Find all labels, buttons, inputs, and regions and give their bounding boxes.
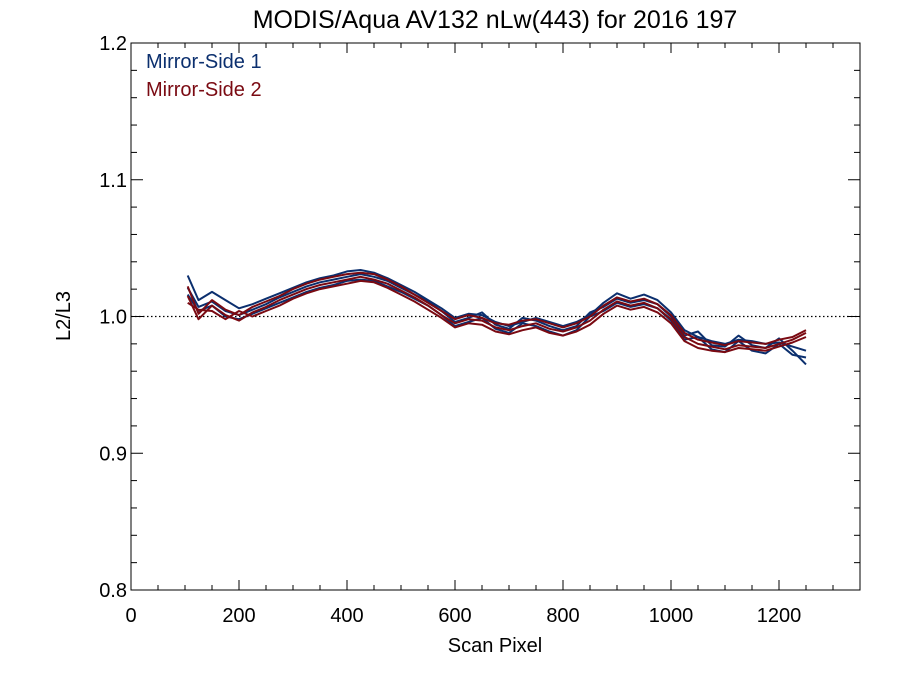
series-line-mirror-side-1 bbox=[186, 269, 807, 352]
x-tick-label: 200 bbox=[222, 605, 255, 627]
series-line-mirror-side-2 bbox=[186, 275, 807, 351]
y-axis-label: L2/L3 bbox=[53, 291, 75, 341]
legend: Mirror-Side 1 Mirror-Side 2 bbox=[146, 51, 262, 101]
x-tick-label: 600 bbox=[438, 605, 471, 627]
x-tick-label: 0 bbox=[125, 605, 136, 627]
x-axis-label: Scan Pixel bbox=[448, 635, 543, 657]
series-line-mirror-side-1 bbox=[186, 273, 807, 366]
series-line-mirror-side-2 bbox=[187, 279, 807, 354]
y-tick-label: 1.1 bbox=[99, 170, 127, 192]
y-tick-label: 0.8 bbox=[99, 580, 127, 602]
legend-entry-mirror-side-1: Mirror-Side 1 bbox=[146, 51, 262, 73]
y-tick-label: 0.9 bbox=[99, 443, 127, 465]
x-tick-label: 1200 bbox=[757, 605, 802, 627]
y-tick-label: 1.2 bbox=[99, 33, 127, 55]
legend-entry-mirror-side-2: Mirror-Side 2 bbox=[146, 79, 262, 101]
series-group bbox=[186, 269, 807, 366]
x-tick-label: 1000 bbox=[649, 605, 694, 627]
x-tick-label: 800 bbox=[546, 605, 579, 627]
series-line-mirror-side-2 bbox=[186, 271, 807, 347]
chart-title: MODIS/Aqua AV132 nLw(443) for 2016 197 bbox=[253, 6, 738, 34]
axis-tick-labels: 0 200 400 600 800 1000 1200 0.8 0.9 1.0 1.1 1.2 bbox=[99, 33, 801, 627]
y-tick-label: 1.0 bbox=[99, 307, 127, 329]
axis-ticks bbox=[130, 42, 861, 591]
x-tick-label: 400 bbox=[330, 605, 363, 627]
